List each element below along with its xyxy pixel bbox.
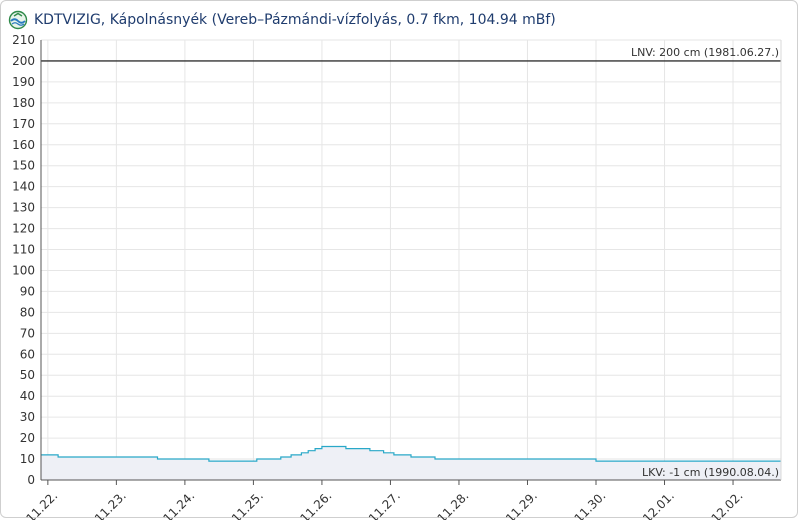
y-tick-label: 70 xyxy=(20,326,35,340)
reference-line-label: LNV: 200 cm (1981.06.27.) xyxy=(631,46,779,59)
chart-title: KDTVIZIG, Kápolnásnyék (Vereb–Pázmándi-v… xyxy=(34,12,556,28)
y-tick-label: 180 xyxy=(12,96,35,110)
y-tick-label: 100 xyxy=(12,263,35,277)
y-tick-label: 210 xyxy=(12,33,35,47)
x-tick-label: 11.30. xyxy=(572,489,609,520)
axes xyxy=(40,40,782,485)
x-tick-label: 12.01. xyxy=(640,489,677,520)
y-tick-label: 50 xyxy=(20,368,35,382)
x-tick-label: 11.29. xyxy=(503,489,540,520)
x-tick-label: 11.22. xyxy=(23,489,60,520)
y-tick-label: 90 xyxy=(20,284,35,298)
x-tick-label: 11.26. xyxy=(298,489,335,520)
reference-lines: LNV: 200 cm (1981.06.27.) LKV: -1 cm (199… xyxy=(41,46,781,479)
x-tick-label: 11.24. xyxy=(160,489,197,520)
x-tick-label: 12.02. xyxy=(709,489,746,520)
x-tick-label: 11.25. xyxy=(229,489,266,520)
x-tick-label: 11.28. xyxy=(435,489,472,520)
y-tick-label: 140 xyxy=(12,180,35,194)
x-tick-label: 11.23. xyxy=(92,489,129,520)
series-line xyxy=(41,445,781,462)
chart-header: KDTVIZIG, Kápolnásnyék (Vereb–Pázmándi-v… xyxy=(8,8,792,32)
y-tick-label: 10 xyxy=(20,452,35,466)
y-tick-labels: 0 10 20 30 40 50 60 70 80 90 100 110 120 130 140 150 160… xyxy=(12,33,35,487)
y-tick-label: 110 xyxy=(12,243,35,257)
y-tick-label: 200 xyxy=(12,54,35,68)
y-tick-label: 80 xyxy=(20,305,35,319)
grid xyxy=(41,39,781,481)
y-tick-label: 60 xyxy=(20,347,35,361)
y-tick-label: 120 xyxy=(12,222,35,236)
y-tick-label: 0 xyxy=(27,473,35,487)
kdtvizig-logo-icon xyxy=(8,10,28,30)
y-tick-label: 30 xyxy=(20,410,35,424)
y-tick-label: 20 xyxy=(20,431,35,445)
series-area xyxy=(41,445,781,480)
x-tick-label: 11.27. xyxy=(366,489,403,520)
y-tick-label: 170 xyxy=(12,117,35,131)
y-tick-label: 150 xyxy=(12,159,35,173)
y-tick-label: 190 xyxy=(12,75,35,89)
reference-line-label: LKV: -1 cm (1990.08.04.) xyxy=(642,466,779,479)
series-fill xyxy=(41,446,781,480)
y-tick-label: 160 xyxy=(12,138,35,152)
x-tick-labels: 11.22. 11.23. 11.24. 11.25. 11.26. 11.27. 11.2… xyxy=(23,489,745,520)
y-tick-label: 130 xyxy=(12,201,35,215)
y-tick-label: 40 xyxy=(20,389,35,403)
